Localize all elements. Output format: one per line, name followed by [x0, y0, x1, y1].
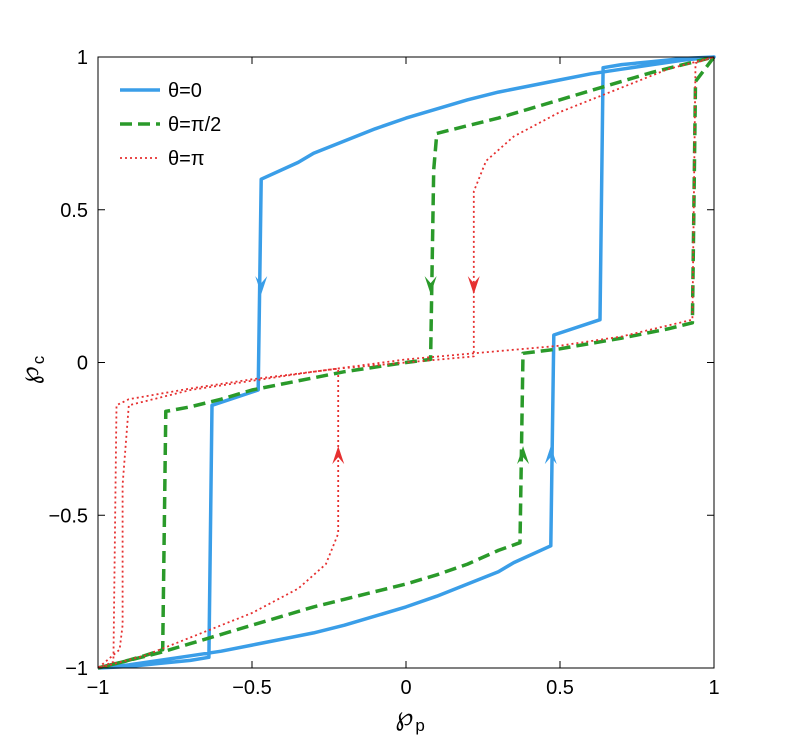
x-tick-label: −1	[87, 677, 110, 699]
ticks-layer: −1 −0.5 0 0.5 1 −1 −0.5 0 0.5 1	[49, 47, 720, 699]
x-tick-label: 1	[708, 677, 719, 699]
series-0-arrow-1	[544, 446, 557, 465]
y-tick-label: 1	[77, 47, 88, 69]
series-2-arrow-0	[467, 276, 480, 295]
legend-label-0: θ=0	[168, 80, 202, 102]
y-axis-label-main: ℘	[15, 366, 45, 384]
series-1-arrow-1	[517, 446, 530, 465]
x-axis-label-main: ℘	[395, 702, 413, 732]
y-axis-label: ℘c	[15, 355, 48, 384]
y-axis-label-sub: c	[29, 355, 48, 364]
y-tick-label: 0.5	[60, 200, 88, 222]
legend-label-1: θ=π/2	[168, 114, 221, 136]
legend-label-2: θ=π	[168, 148, 205, 170]
series-1-arrow-0	[424, 276, 437, 295]
x-tick-label: 0	[400, 677, 411, 699]
x-axis-label-sub: p	[415, 716, 424, 735]
y-tick-label: 0	[77, 353, 88, 375]
x-axis-label: ℘ p	[395, 702, 425, 735]
x-tick-label: 0.5	[546, 677, 574, 699]
series-2-arrow-1	[332, 446, 345, 465]
y-tick-label: −0.5	[49, 505, 88, 527]
series-line-1	[97, 55, 716, 670]
x-tick-label: −0.5	[232, 677, 271, 699]
legend: θ=0 θ=π/2 θ=π	[120, 80, 221, 170]
series-0-arrow-0	[255, 276, 268, 295]
y-tick-label: −1	[65, 658, 88, 680]
